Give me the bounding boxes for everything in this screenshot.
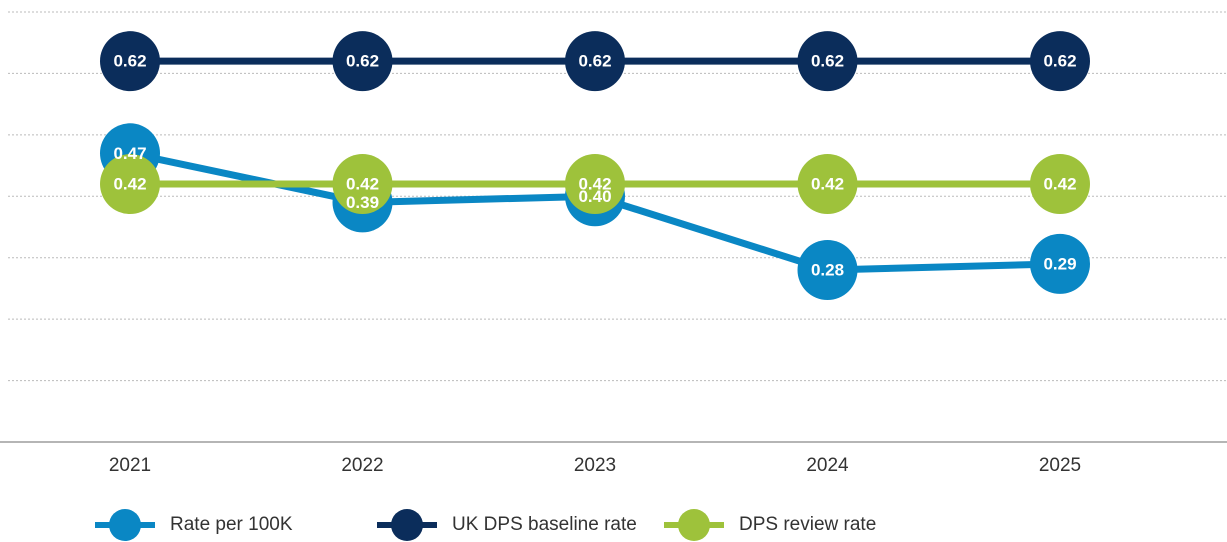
data-point <box>332 154 393 214</box>
data-point <box>1030 31 1090 92</box>
data-label: 0.28 <box>811 260 844 279</box>
data-label: 0.47 <box>113 144 146 163</box>
x-tick-label: 2025 <box>1039 455 1081 476</box>
data-point <box>1030 154 1090 214</box>
x-tick-label: 2024 <box>806 455 849 476</box>
legend-label: UK DPS baseline rate <box>452 514 637 535</box>
data-point <box>565 154 625 214</box>
legend-marker <box>678 509 710 541</box>
data-label: 0.42 <box>113 174 146 193</box>
data-point <box>797 240 858 300</box>
legend-marker <box>391 509 423 541</box>
legend-label: DPS review rate <box>739 514 876 535</box>
x-tick-label: 2023 <box>574 455 616 476</box>
data-label: 0.42 <box>1043 174 1076 193</box>
data-label: 0.62 <box>811 52 844 71</box>
data-point <box>565 31 625 92</box>
data-label: 0.42 <box>811 174 844 193</box>
data-label: 0.42 <box>578 174 611 193</box>
data-label: 0.29 <box>1043 254 1076 273</box>
data-label: 0.62 <box>113 52 146 71</box>
data-point <box>332 31 393 92</box>
legend-marker <box>109 509 141 541</box>
data-point <box>797 154 858 214</box>
data-label: 0.62 <box>578 52 611 71</box>
data-point <box>1030 233 1090 294</box>
x-tick-label: 2022 <box>341 455 383 476</box>
x-tick-label: 2021 <box>109 455 151 476</box>
data-point <box>797 31 858 92</box>
data-label: 0.42 <box>346 174 379 193</box>
data-point <box>100 31 160 92</box>
data-label: 0.39 <box>346 193 379 212</box>
data-label: 0.40 <box>578 187 611 206</box>
data-label: 0.62 <box>1043 52 1076 71</box>
data-point <box>100 154 160 214</box>
legend-label: Rate per 100K <box>170 514 293 535</box>
data-label: 0.62 <box>346 52 379 71</box>
